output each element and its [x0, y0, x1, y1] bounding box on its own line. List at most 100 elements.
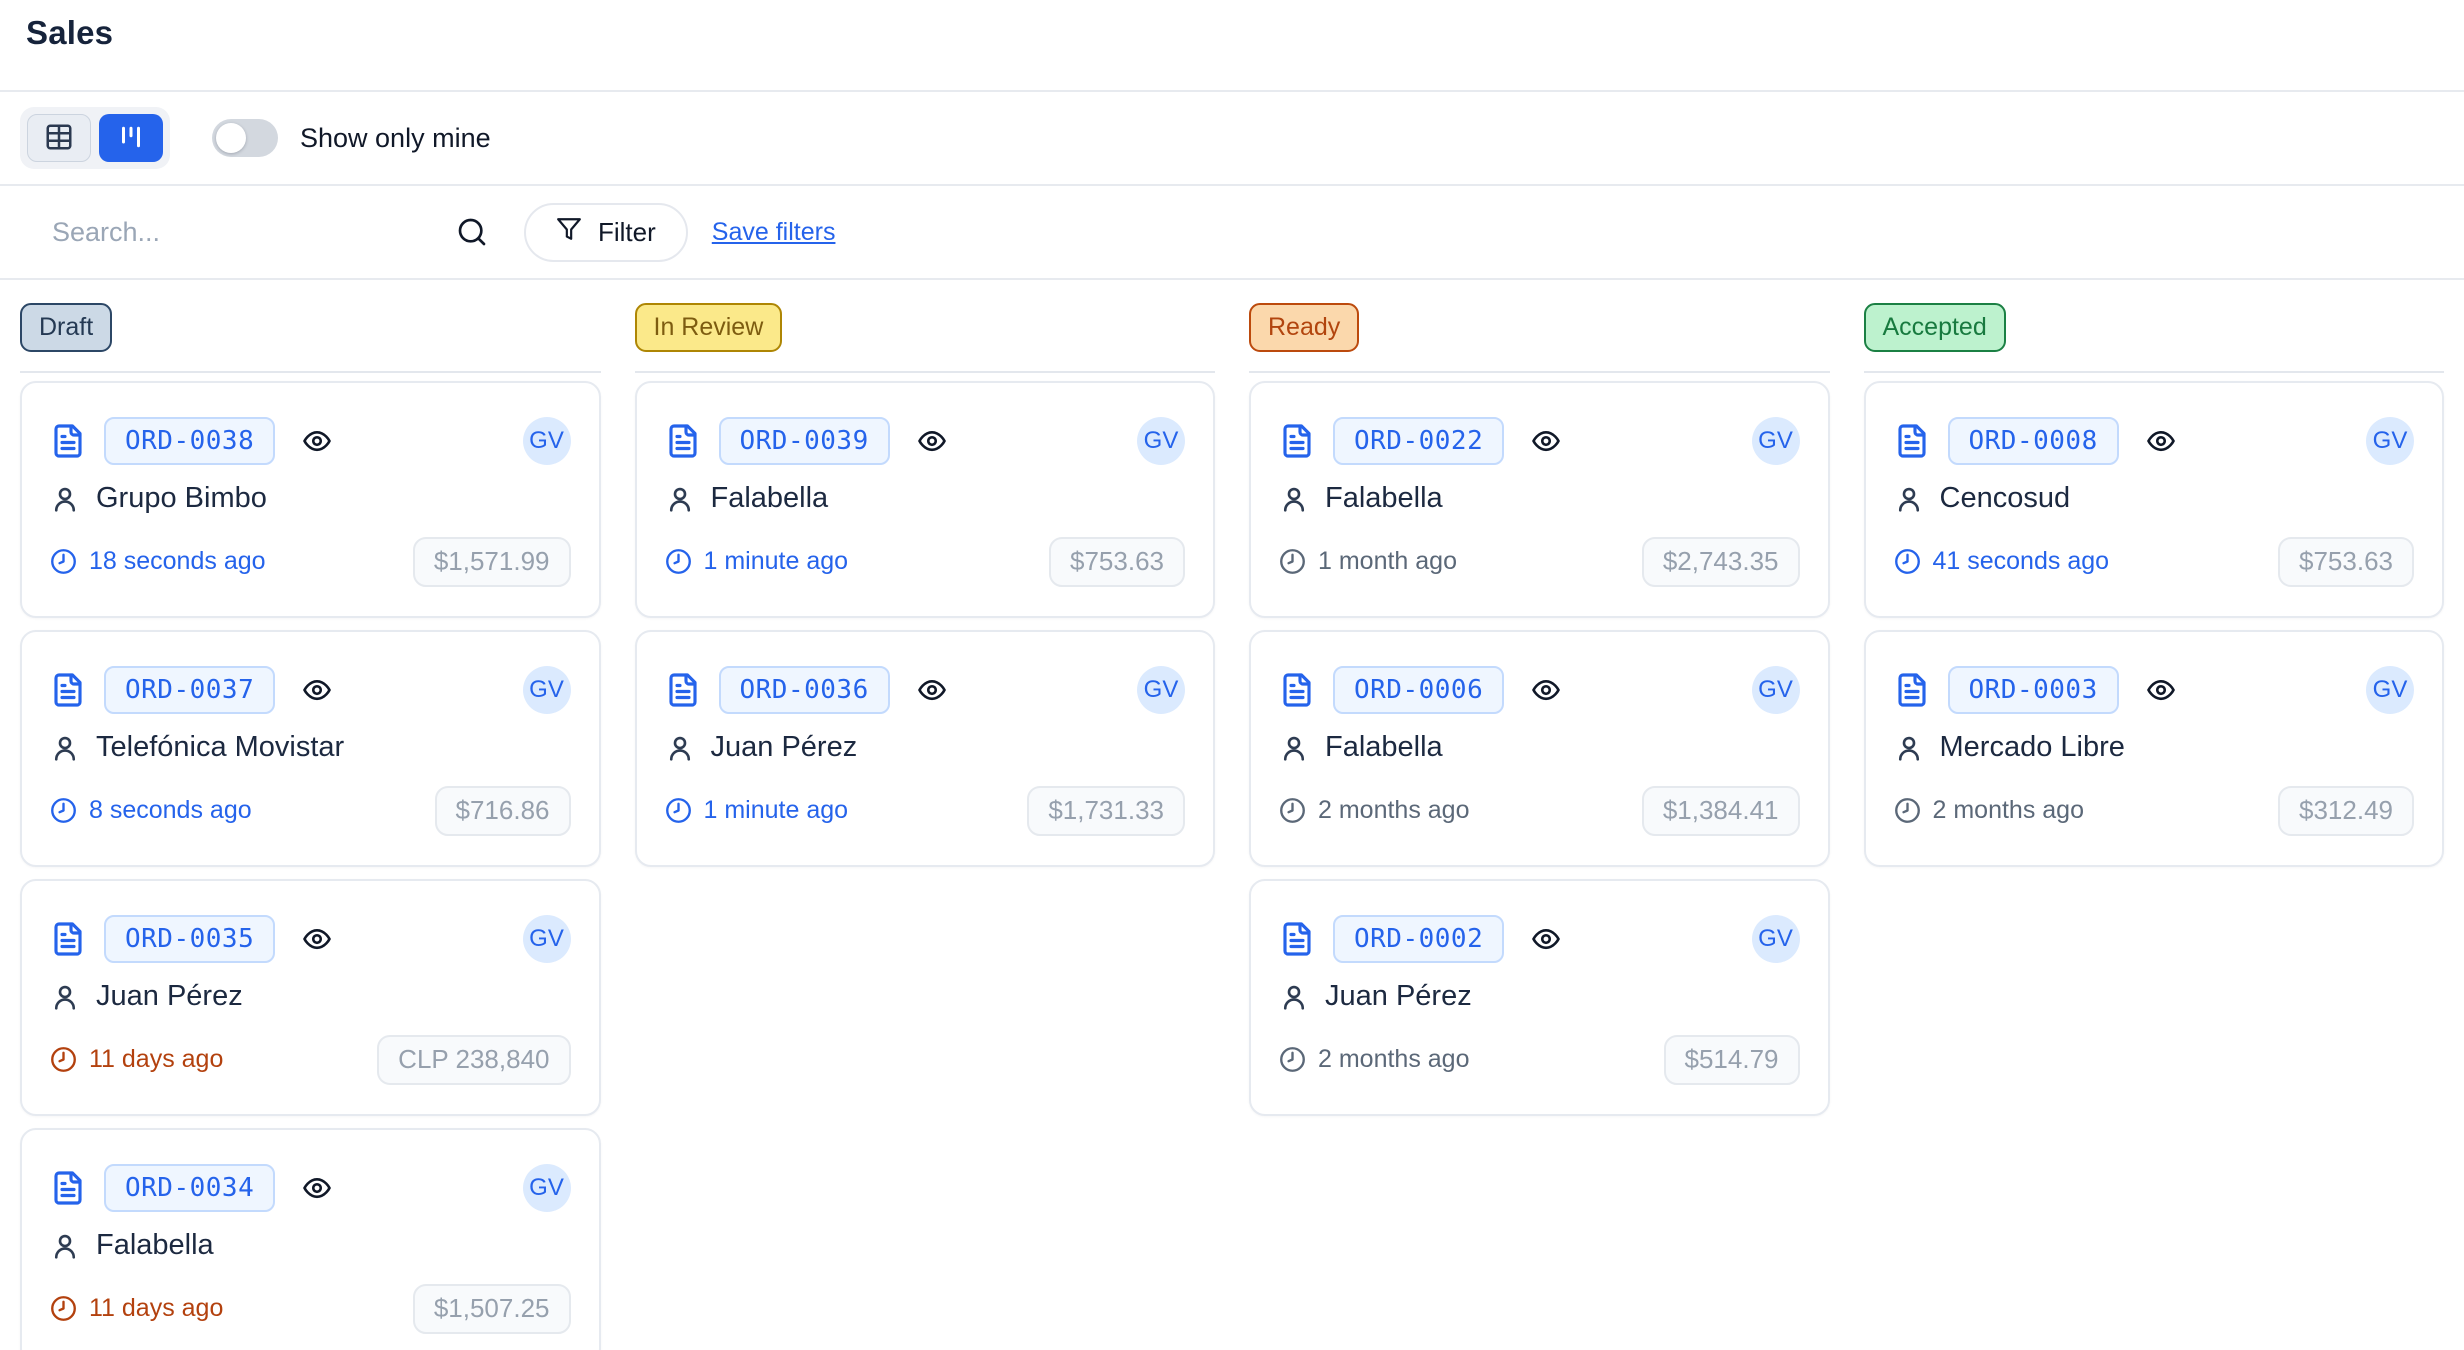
file-text-icon — [1279, 921, 1315, 957]
eye-icon[interactable] — [914, 675, 950, 705]
card-list: ORD-0022 GV Falabella — [1249, 380, 1830, 1116]
avatar: GV — [1137, 416, 1185, 465]
card-header-row: ORD-0034 GV — [50, 1163, 571, 1212]
eye-icon[interactable] — [2143, 675, 2179, 705]
order-card[interactable]: ORD-0003 GV Mercado Libre — [1863, 629, 2444, 867]
eye-icon[interactable] — [2143, 426, 2179, 456]
eye-icon[interactable] — [1528, 924, 1564, 954]
order-id-link[interactable]: ORD-0022 — [1333, 416, 1505, 465]
order-card[interactable]: ORD-0022 GV Falabella — [1249, 380, 1830, 618]
order-card[interactable]: ORD-0008 GV Cencosud — [1863, 380, 2444, 618]
eye-icon[interactable] — [299, 426, 335, 456]
card-footer-row: 8 seconds ago $716.86 — [50, 785, 571, 836]
table-view-button[interactable] — [27, 114, 91, 162]
order-id-link[interactable]: ORD-0003 — [1947, 665, 2119, 714]
order-id-link[interactable]: ORD-0039 — [718, 416, 890, 465]
amount-badge: $1,571.99 — [412, 536, 571, 587]
person-icon — [50, 1231, 80, 1261]
time-ago: 1 minute ago — [665, 547, 849, 576]
card-header-row: ORD-0037 GV — [50, 665, 571, 714]
customer-row: Grupo Bimbo — [50, 481, 571, 517]
customer-name: Mercado Libre — [1939, 731, 2125, 764]
search-input[interactable] — [22, 216, 452, 248]
kanban-view-button[interactable] — [99, 114, 163, 162]
time-text: 1 minute ago — [703, 547, 849, 576]
customer-name: Juan Pérez — [1325, 980, 1472, 1013]
order-id-link[interactable]: ORD-0002 — [1333, 914, 1505, 963]
customer-name: Falabella — [96, 1229, 214, 1262]
avatar: GV — [522, 416, 571, 465]
file-text-icon — [50, 672, 86, 708]
page-title: Sales — [26, 14, 114, 51]
column-header: Draft — [20, 303, 601, 373]
customer-name: Falabella — [1325, 482, 1443, 515]
order-card[interactable]: ORD-0035 GV Juan Pérez — [20, 878, 601, 1116]
eye-icon[interactable] — [299, 924, 335, 954]
file-text-icon — [50, 423, 86, 459]
customer-name: Telefónica Movistar — [96, 731, 345, 764]
avatar: GV — [2366, 665, 2414, 714]
order-card[interactable]: ORD-0036 GV Juan Pérez — [634, 629, 1215, 867]
amount-badge: CLP 238,840 — [377, 1034, 571, 1085]
card-footer-row: 18 seconds ago $1,571.99 — [50, 536, 571, 587]
funnel-icon — [556, 216, 582, 249]
show-only-mine-toggle[interactable] — [212, 119, 278, 157]
toolbar: Show only mine — [0, 92, 2464, 186]
column-header: In Review — [634, 303, 1215, 373]
amount-badge: $312.49 — [2278, 785, 2414, 836]
save-filters-link[interactable]: Save filters — [711, 217, 836, 246]
time-text: 41 seconds ago — [1932, 547, 2110, 576]
filter-button[interactable]: Filter — [524, 202, 688, 262]
customer-row: Cencosud — [1894, 481, 2415, 517]
amount-badge: $1,731.33 — [1027, 785, 1185, 836]
card-footer-row: 1 minute ago $753.63 — [665, 536, 1185, 587]
time-text: 2 months ago — [1318, 796, 1470, 825]
order-id-link[interactable]: ORD-0034 — [104, 1163, 276, 1212]
time-ago: 8 seconds ago — [50, 796, 252, 825]
order-id-link[interactable]: ORD-0006 — [1333, 665, 1505, 714]
card-header-row: ORD-0036 GV — [665, 665, 1185, 714]
order-card[interactable]: ORD-0038 GV Grupo Bimbo — [20, 380, 601, 618]
kanban-column-ready: Ready ORD-0022 GV — [1249, 303, 1830, 1350]
order-id-link[interactable]: ORD-0036 — [718, 665, 890, 714]
customer-row: Falabella — [1279, 481, 1800, 517]
kanban-column-draft: Draft ORD-0038 GV — [20, 303, 601, 1350]
amount-badge: $1,384.41 — [1641, 785, 1800, 836]
person-icon — [50, 733, 80, 763]
view-toggle-group — [20, 107, 170, 169]
time-text: 8 seconds ago — [89, 796, 252, 825]
eye-icon[interactable] — [914, 426, 950, 456]
eye-icon[interactable] — [299, 675, 335, 705]
order-id-link[interactable]: ORD-0038 — [104, 416, 276, 465]
person-icon — [1279, 484, 1309, 514]
order-card[interactable]: ORD-0037 GV Telefónica Movistar — [20, 629, 601, 867]
card-header-row: ORD-0039 GV — [665, 416, 1185, 465]
table-icon — [44, 122, 74, 155]
file-text-icon — [1894, 672, 1930, 708]
file-text-icon — [1279, 672, 1315, 708]
order-card[interactable]: ORD-0006 GV Falabella — [1249, 629, 1830, 867]
status-badge: In Review — [634, 303, 783, 352]
order-card[interactable]: ORD-0039 GV Falabella — [634, 380, 1215, 618]
eye-icon[interactable] — [1528, 675, 1564, 705]
time-ago: 41 seconds ago — [1894, 547, 2110, 576]
card-footer-row: 2 months ago $312.49 — [1894, 785, 2414, 836]
eye-icon[interactable] — [1528, 426, 1564, 456]
status-badge: Accepted — [1863, 303, 2006, 352]
clock-icon — [50, 548, 77, 575]
eye-icon[interactable] — [299, 1173, 335, 1203]
customer-row: Mercado Libre — [1894, 730, 2415, 766]
time-text: 2 months ago — [1318, 1045, 1470, 1074]
order-id-link[interactable]: ORD-0037 — [104, 665, 276, 714]
amount-badge: $2,743.35 — [1641, 536, 1800, 587]
order-card[interactable]: ORD-0034 GV Falabella — [20, 1127, 601, 1350]
order-id-link[interactable]: ORD-0035 — [104, 914, 276, 963]
order-card[interactable]: ORD-0002 GV Juan Pérez — [1249, 878, 1830, 1116]
avatar: GV — [522, 1163, 571, 1212]
customer-row: Falabella — [1279, 730, 1800, 766]
file-text-icon — [665, 423, 701, 459]
status-badge: Ready — [1249, 303, 1360, 352]
time-text: 2 months ago — [1932, 796, 2085, 825]
order-id-link[interactable]: ORD-0008 — [1947, 416, 2119, 465]
clock-icon — [665, 797, 692, 824]
